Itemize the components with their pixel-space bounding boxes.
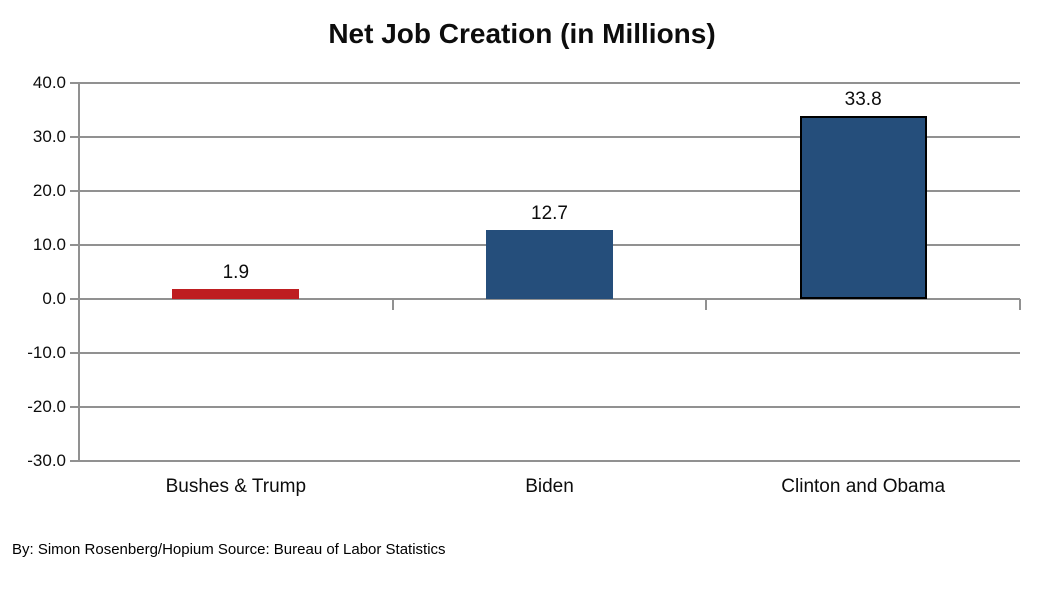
y-axis-tick-label: 40.0 (32, 73, 66, 92)
y-axis-tick-label: -10.0 (27, 343, 66, 362)
bar-1 (486, 230, 613, 299)
y-axis-tick-label: -30.0 (27, 451, 66, 470)
y-axis-tick (70, 460, 79, 462)
bar-value-label: 12.7 (531, 203, 568, 225)
y-axis-tick (70, 244, 79, 246)
bar-0 (172, 288, 300, 299)
y-axis-tick (70, 136, 79, 138)
y-axis-tick (70, 352, 79, 354)
y-axis-tick (70, 298, 79, 300)
category-axis-tick (1019, 299, 1021, 310)
gridline (79, 298, 1020, 300)
y-axis-line (78, 83, 80, 461)
source-credit: By: Simon Rosenberg/Hopium Source: Burea… (12, 541, 446, 558)
y-axis-tick-label: 30.0 (32, 127, 66, 146)
gridline (79, 352, 1020, 354)
y-axis-tick-label: 10.0 (32, 235, 66, 254)
gridline (79, 406, 1020, 408)
y-axis-tick-label: 20.0 (32, 181, 66, 200)
bar-value-label: 1.9 (222, 261, 250, 283)
y-axis-tick-label: -20.0 (27, 397, 66, 416)
chart-title: Net Job Creation (in Millions) (328, 18, 716, 49)
plot-area: 40.0 30.0 20.0 10.0 0.0 -10.0 -20.0 -30.0 1.9 Bus… (27, 73, 1021, 497)
y-axis-tick (70, 82, 79, 84)
bar-value-label: 33.8 (844, 89, 882, 111)
y-axis-tick (70, 406, 79, 408)
bar-2 (799, 116, 927, 299)
category-label: Clinton and Obama (781, 476, 946, 497)
category-label: Bushes & Trump (165, 476, 307, 497)
y-axis-tick (70, 190, 79, 192)
category-axis-tick (705, 299, 708, 310)
gridline (79, 82, 1020, 84)
category-label: Biden (525, 476, 574, 497)
category-axis-tick (391, 299, 394, 310)
gridline (79, 136, 1020, 138)
gridline (79, 460, 1020, 462)
gridline (79, 190, 1020, 192)
y-axis-tick-label: 0.0 (42, 289, 66, 308)
